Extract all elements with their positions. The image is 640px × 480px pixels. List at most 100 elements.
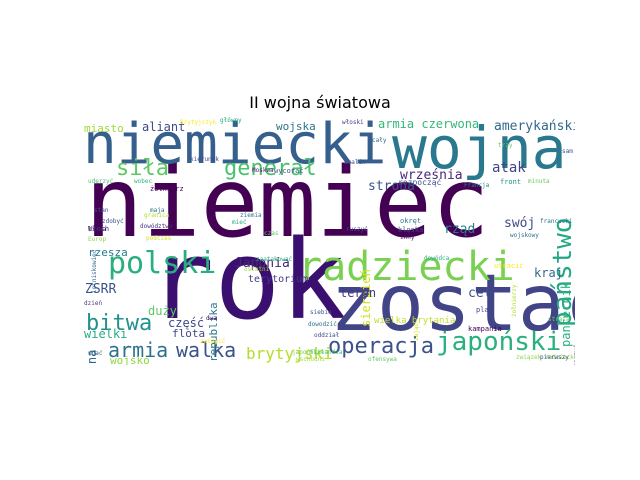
word-cloud-word: siebie bbox=[310, 309, 332, 316]
word-cloud-word: polski bbox=[108, 246, 217, 281]
word-cloud-word: mieć bbox=[232, 219, 247, 226]
word-cloud-word: Japonia bbox=[235, 256, 290, 271]
word-cloud-word: trzy bbox=[498, 142, 513, 149]
word-cloud-word: aliant bbox=[142, 120, 186, 134]
word-cloud-word: brytyjski bbox=[246, 344, 333, 363]
word-cloud-word: rok bbox=[148, 216, 347, 344]
word-cloud-word: operacja bbox=[328, 334, 434, 359]
word-cloud-word: swój bbox=[504, 216, 536, 231]
word-cloud-word: wojska bbox=[276, 120, 316, 133]
word-cloud-word: Moskwa bbox=[252, 167, 274, 174]
word-cloud-word: lotniskowiec bbox=[91, 249, 98, 293]
word-cloud-word: pancernik bbox=[559, 281, 573, 347]
word-cloud-word: zaatakować bbox=[256, 256, 293, 263]
word-cloud-word: Stalin bbox=[344, 159, 366, 166]
word-cloud-word: wobec bbox=[134, 178, 153, 185]
word-cloud-word: kraj bbox=[534, 266, 563, 280]
word-cloud-word: japoński bbox=[436, 327, 562, 357]
word-cloud-word: plan bbox=[476, 306, 493, 314]
word-cloud-word: granica bbox=[144, 212, 170, 219]
word-cloud-word: radziecki bbox=[298, 244, 515, 290]
chart-title: II wojna światowa bbox=[249, 93, 391, 112]
word-cloud-word: wycofać bbox=[274, 167, 304, 175]
word-cloud-word: miasto bbox=[84, 122, 124, 135]
word-cloud-word: czas bbox=[264, 230, 279, 237]
word-cloud-word: kierunek bbox=[190, 156, 219, 163]
word-cloud-word: pierwszy bbox=[540, 354, 569, 361]
word-cloud-word: oddział bbox=[314, 332, 340, 339]
word-cloud-word: zdobyć bbox=[102, 218, 124, 225]
word-cloud-word: utracić bbox=[494, 262, 524, 270]
word-cloud-word: udać bbox=[88, 350, 103, 357]
word-cloud-word: dzień bbox=[84, 300, 103, 307]
word-cloud-word: sam bbox=[562, 148, 573, 155]
word-cloud-word: okręt bbox=[400, 217, 422, 225]
word-cloud-word: żołnierz bbox=[150, 185, 184, 193]
word-cloud-word: główny bbox=[220, 117, 242, 124]
word-cloud-word: kampania bbox=[468, 325, 502, 333]
word-cloud-word: linia bbox=[88, 226, 107, 233]
word-cloud-word: generał bbox=[224, 156, 317, 181]
word-cloud-word: część bbox=[168, 316, 205, 330]
word-cloud-word: duży bbox=[148, 304, 177, 318]
word-cloud-word: Europ bbox=[88, 236, 107, 243]
word-cloud-word: rząd bbox=[444, 222, 476, 237]
word-cloud-word: flota bbox=[172, 327, 206, 340]
word-cloud-word: wojskowy bbox=[510, 232, 539, 239]
word-cloud-word: podczas bbox=[146, 235, 172, 242]
word-cloud-word: wielka brytania bbox=[374, 316, 456, 326]
word-cloud-word: siła bbox=[116, 156, 169, 181]
word-cloud-word: Finlandia bbox=[310, 349, 343, 356]
word-cloud-word: dwa bbox=[206, 315, 217, 322]
word-cloud-word: związek radziecki bbox=[516, 354, 575, 361]
word-cloud-word: zatopić bbox=[200, 338, 226, 345]
word-cloud-word: uderzyć bbox=[88, 178, 114, 185]
word-cloud-word: wielki bbox=[84, 327, 128, 341]
word-cloud-word: stan zjednoczyć bbox=[573, 345, 575, 365]
word-cloud-word: klęska bbox=[398, 226, 424, 234]
word-cloud-word: bitwa bbox=[86, 311, 153, 336]
word-cloud-word: rozpocząć bbox=[398, 178, 442, 187]
word-cloud-word: ofensywa bbox=[368, 356, 397, 363]
word-cloud-word: inny bbox=[400, 234, 415, 241]
word-cloud-word: amerykański bbox=[494, 119, 575, 134]
word-cloud-word: niemiecki bbox=[83, 117, 387, 177]
word-cloud-word: Francja bbox=[464, 182, 490, 189]
word-cloud-word: francuski bbox=[540, 218, 573, 225]
word-cloud-word: września bbox=[400, 168, 463, 183]
word-cloud-word: Brytyjczyk bbox=[180, 119, 217, 126]
word-cloud-word: ziemia bbox=[240, 212, 262, 219]
word-cloud-word: Włoch bbox=[88, 225, 110, 233]
word-cloud-word: wojna bbox=[392, 117, 567, 182]
word-cloud-word: dowodzić bbox=[308, 321, 337, 328]
word-cloud-word: maja bbox=[150, 207, 165, 214]
word-cloud-word: niemiec bbox=[85, 147, 490, 259]
word-cloud-word: minuta bbox=[528, 178, 550, 185]
word-cloud-word: japońskie bbox=[292, 349, 325, 356]
word-cloud-word: cel bbox=[468, 286, 492, 301]
word-cloud-word: dowództwo bbox=[140, 223, 173, 230]
word-cloud-word: ruszyć bbox=[346, 226, 368, 233]
word-cloud-word: strona bbox=[368, 179, 415, 194]
word-cloud-word: front bbox=[500, 178, 522, 186]
word-cloud-word: cały bbox=[372, 137, 387, 144]
word-cloud-word: wschodni bbox=[296, 356, 325, 363]
word-cloud-word: republika bbox=[207, 302, 220, 362]
word-cloud-word: ostatni bbox=[244, 266, 270, 273]
word-cloud-word: wojsko bbox=[110, 354, 150, 365]
word-cloud-word: włoski bbox=[342, 119, 364, 126]
word-cloud-word: atak bbox=[492, 160, 526, 176]
word-cloud-word: armia czerwona bbox=[378, 117, 480, 131]
word-cloud-word: ZSRR bbox=[85, 282, 117, 297]
word-cloud-word: zająć bbox=[413, 322, 420, 341]
word-cloud-word: żołnierzy bbox=[511, 284, 518, 317]
word-cloud-word: terytorium bbox=[248, 274, 309, 285]
word-cloud-word: dowódca bbox=[424, 255, 450, 262]
word-cloud-word: walka bbox=[176, 338, 237, 362]
word-cloud-word: zostać bbox=[330, 259, 575, 349]
word-cloud-word: strata bbox=[548, 316, 570, 323]
word-cloud-word: armia bbox=[108, 338, 169, 362]
word-cloud-word: stan bbox=[94, 207, 109, 214]
word-cloud-word: rzesza bbox=[88, 246, 128, 259]
